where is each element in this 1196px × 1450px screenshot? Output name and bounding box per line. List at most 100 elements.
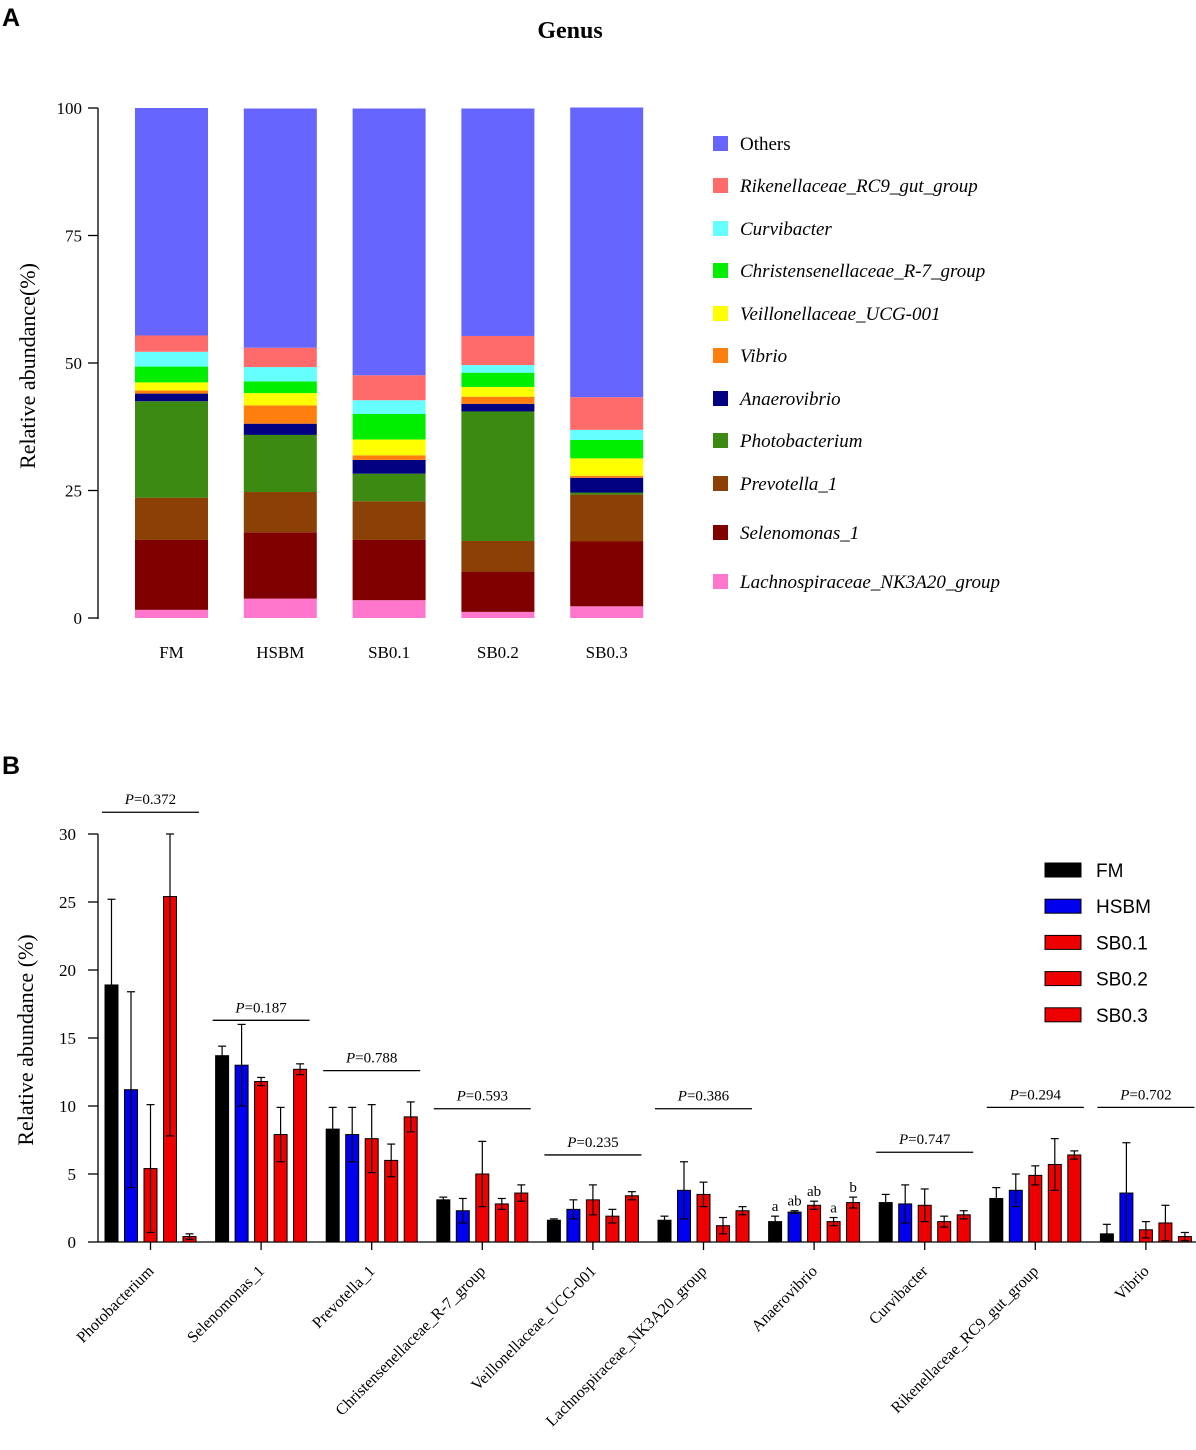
- pvalue-label: P=0.294: [1009, 1087, 1062, 1103]
- x-tick-label: Prevotella_1: [309, 1263, 378, 1332]
- chart-b-y-ticks: 0 5 10 15 20 25 30: [59, 825, 98, 1252]
- stacked-segment-photobacterium: [461, 411, 535, 541]
- bar-sb0.3: [735, 1210, 750, 1243]
- pvalue-label: P=0.702: [1119, 1087, 1171, 1103]
- bar-sb0.1: [807, 1204, 822, 1243]
- bar-sb0.3: [1067, 1154, 1082, 1243]
- stacked-segment-selenomonas_1: [135, 539, 208, 610]
- y-tick-label: 10: [59, 1097, 76, 1116]
- significance-letter: a: [772, 1199, 779, 1215]
- stacked-segment-others: [352, 108, 426, 376]
- pvalue-label: P=0.747: [898, 1132, 951, 1148]
- stacked-segment-vibrio: [352, 455, 426, 460]
- legend-label: SB0.3: [1096, 1006, 1148, 1027]
- y-tick-label: 25: [65, 482, 82, 501]
- stacked-segment-others: [461, 108, 535, 336]
- stacked-segment-curvibacter: [461, 365, 535, 373]
- chart-a-x-labels: FM HSBM SB0.1 SB0.2 SB0.3: [159, 643, 628, 662]
- legend-swatch: [713, 136, 728, 151]
- x-tick-label: SB0.1: [368, 643, 410, 662]
- stacked-segment-christensenellaceae_r-7_group: [570, 440, 644, 459]
- stacked-segment-veillonellaceae_ucg-001: [352, 439, 426, 456]
- pvalue-label: P=0.788: [345, 1051, 397, 1067]
- legend-label: Anaerovibrio: [738, 389, 841, 410]
- legend-swatch: [1044, 971, 1082, 987]
- bar-fm: [215, 1055, 230, 1243]
- legend-swatch: [1044, 862, 1082, 878]
- legend-label: Veillonellaceae_UCG-001: [740, 304, 941, 325]
- stacked-segment-veillonellaceae_ucg-001: [570, 458, 644, 476]
- stacked-segment-others: [135, 108, 208, 336]
- legend-label: SB0.2: [1096, 970, 1148, 991]
- chart-a-bars: [135, 107, 644, 618]
- stacked-segment-lachnospiraceae_nk3a20_group: [570, 606, 644, 618]
- stacked-segment-photobacterium: [570, 492, 644, 495]
- bar-sb0.3: [293, 1068, 308, 1243]
- y-tick-label: 100: [57, 99, 83, 118]
- legend-label: Vibrio: [740, 346, 787, 367]
- bar-sb0.3: [624, 1195, 639, 1243]
- chart-b-pvalues: P=0.372 P=0.187 P=0.788 P=0.593 P=0.235 P=0.3…: [102, 792, 1195, 1217]
- x-tick-label: Vibrio: [1112, 1263, 1153, 1304]
- significance-letter: ab: [807, 1184, 821, 1200]
- stacked-segment-veillonellaceae_ucg-001: [243, 393, 317, 406]
- bar-fm: [436, 1199, 451, 1243]
- legend-label: FM: [1096, 861, 1123, 882]
- stacked-segment-prevotella_1: [135, 497, 208, 540]
- stacked-segment-selenomonas_1: [243, 532, 317, 599]
- stacked-segment-christensenellaceae_r-7_group: [135, 366, 208, 383]
- y-tick-label: 30: [59, 825, 76, 844]
- x-tick-label: Veillonellaceae_UCG-001: [468, 1263, 599, 1394]
- stacked-segment-lachnospiraceae_nk3a20_group: [352, 600, 426, 618]
- legend-swatch: [1044, 934, 1082, 950]
- stacked-segment-prevotella_1: [243, 492, 317, 533]
- grouped-bar-chart: 0 5 10 15 20 25 30 P=0.372 P=0.187 P=0.788 P=0.59…: [13, 792, 1196, 1430]
- legend-swatch: [1044, 898, 1082, 914]
- x-tick-label: Curvibacter: [866, 1262, 932, 1328]
- stacked-segment-curvibacter: [570, 429, 644, 441]
- legend-label: Selenomonas_1: [740, 523, 859, 544]
- stacked-segment-anaerovibrio: [352, 459, 426, 474]
- panel-a-label: A: [2, 4, 20, 32]
- legend-swatch: [713, 306, 728, 321]
- legend-swatch: [713, 348, 728, 363]
- y-tick-label: 15: [59, 1029, 76, 1048]
- legend-label: Prevotella_1: [739, 474, 837, 495]
- pvalue-label: P=0.187: [234, 1000, 287, 1016]
- y-tick-label: 0: [74, 609, 83, 628]
- stacked-segment-selenomonas_1: [461, 571, 535, 612]
- stacked-segment-lachnospiraceae_nk3a20_group: [461, 611, 535, 618]
- stacked-segment-rikenellaceae_rc9_gut_group: [243, 347, 317, 368]
- stacked-segment-lachnospiraceae_nk3a20_group: [135, 609, 208, 618]
- significance-letter: b: [849, 1180, 857, 1196]
- stacked-segment-prevotella_1: [570, 494, 644, 542]
- y-tick-label: 0: [68, 1233, 77, 1252]
- bar-hsbm: [787, 1211, 802, 1243]
- stacked-segment-rikenellaceae_rc9_gut_group: [570, 397, 644, 430]
- stacked-segment-rikenellaceae_rc9_gut_group: [352, 375, 426, 401]
- pvalue-label: P=0.386: [677, 1089, 730, 1105]
- x-tick-label: HSBM: [256, 643, 304, 662]
- stacked-segment-anaerovibrio: [135, 393, 208, 402]
- stacked-segment-veillonellaceae_ucg-001: [461, 386, 535, 397]
- chart-b-bars: [104, 833, 1192, 1243]
- stacked-segment-prevotella_1: [461, 540, 535, 572]
- pvalue-label: P=0.372: [124, 792, 176, 808]
- legend-label: Lachnospiraceae_NK3A20_group: [739, 572, 1000, 593]
- legend-swatch: [713, 476, 728, 491]
- stacked-segment-veillonellaceae_ucg-001: [135, 382, 208, 391]
- stacked-segment-christensenellaceae_r-7_group: [243, 381, 317, 394]
- stacked-segment-photobacterium: [352, 473, 426, 502]
- stacked-segment-vibrio: [135, 390, 208, 394]
- legend-label: HSBM: [1096, 897, 1151, 918]
- legend-swatch: [713, 221, 728, 236]
- y-tick-label: 75: [65, 227, 82, 246]
- chart-a-y-ticks: 0 25 50 75 100: [57, 99, 98, 628]
- x-tick-label: Photobacterium: [74, 1262, 158, 1346]
- stacked-segment-curvibacter: [135, 351, 208, 367]
- x-tick-label: Selenomonas_1: [184, 1263, 268, 1347]
- stacked-segment-curvibacter: [352, 400, 426, 414]
- stacked-segment-rikenellaceae_rc9_gut_group: [461, 335, 535, 366]
- x-tick-label: FM: [159, 643, 184, 662]
- significance-letter: a: [830, 1201, 837, 1217]
